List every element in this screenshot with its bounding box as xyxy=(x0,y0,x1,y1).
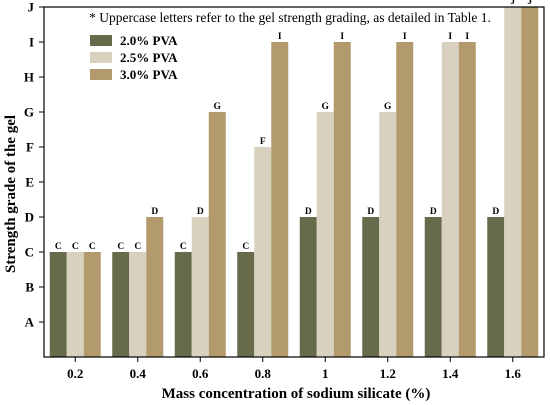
bar xyxy=(487,217,505,357)
legend-swatch xyxy=(90,35,112,46)
x-tick-label: 0.2 xyxy=(67,366,83,381)
y-tick-label: F xyxy=(26,140,34,155)
y-axis-title: Strength grade of the gel xyxy=(3,115,19,273)
legend-swatch xyxy=(90,52,112,63)
chart-annotation: * Uppercase letters refer to the gel str… xyxy=(89,10,491,25)
x-tick-label: 0.6 xyxy=(192,366,209,381)
y-tick-label: B xyxy=(25,280,34,295)
bar xyxy=(208,112,226,357)
x-tick-label: 1 xyxy=(322,366,329,381)
bar xyxy=(521,7,539,357)
bar xyxy=(254,147,272,357)
bar xyxy=(379,112,397,357)
plot-frame xyxy=(43,6,545,358)
y-tick-label: E xyxy=(25,175,34,190)
bar xyxy=(299,217,317,357)
x-axis-title: Mass concentration of sodium silicate (%… xyxy=(162,386,431,402)
bar xyxy=(146,217,164,357)
bar-value-label: C xyxy=(180,242,187,252)
bar-value-label: D xyxy=(305,207,312,217)
x-tick-label: 1.6 xyxy=(505,366,522,381)
bar-value-label: I xyxy=(448,32,452,42)
bar-value-label: C xyxy=(117,242,124,252)
y-tick-label: C xyxy=(25,245,34,260)
x-tick-label: 0.8 xyxy=(255,366,272,381)
y-tick-label: D xyxy=(25,210,34,225)
y-tick-label: J xyxy=(28,0,35,15)
bar-value-label: C xyxy=(134,242,141,252)
bar xyxy=(333,42,351,357)
bar-value-label: I xyxy=(278,32,282,42)
x-tick-label: 1.4 xyxy=(442,366,459,381)
bar-value-label: J xyxy=(510,0,515,7)
bar-value-label: D xyxy=(151,207,158,217)
bar xyxy=(49,252,67,357)
legend-label: 2.5% PVA xyxy=(120,50,178,65)
bar xyxy=(441,42,459,357)
legend: 2.0% PVA 2.5% PVA 3.0% PVA xyxy=(90,33,178,82)
bar xyxy=(112,252,130,357)
legend-label: 3.0% PVA xyxy=(120,67,178,82)
bar xyxy=(271,42,289,357)
bar-value-label: I xyxy=(340,32,344,42)
legend-swatch xyxy=(90,69,112,80)
bar-value-label: D xyxy=(197,207,204,217)
bar-value-label: D xyxy=(430,207,437,217)
bar xyxy=(424,217,442,357)
y-tick-label: G xyxy=(24,105,34,120)
bar-value-label: G xyxy=(322,102,330,112)
bar xyxy=(396,42,414,357)
bar xyxy=(458,42,476,357)
x-tick-label: 1.2 xyxy=(380,366,396,381)
bar-value-label: C xyxy=(55,242,62,252)
bar xyxy=(237,252,255,357)
bar xyxy=(316,112,334,357)
bar-value-label: G xyxy=(214,102,222,112)
y-tick-label: H xyxy=(24,70,34,85)
bar-value-label: D xyxy=(492,207,499,217)
bar-value-label: C xyxy=(89,242,96,252)
bar xyxy=(83,252,101,357)
bar xyxy=(191,217,209,357)
bar xyxy=(504,7,522,357)
axes-layer: 0.2 0.4 0.6 0.8 1 1.2 1.4 1.6 A B C D E F G H I J xyxy=(24,0,545,381)
bar xyxy=(362,217,380,357)
bar-value-label: I xyxy=(403,32,407,42)
bar-value-label: C xyxy=(72,242,79,252)
x-tick-label: 0.4 xyxy=(130,366,147,381)
bar-value-label: I xyxy=(465,32,469,42)
bar-value-label: F xyxy=(260,137,266,147)
bar-value-label: J xyxy=(527,0,532,7)
bar-value-label: G xyxy=(384,102,392,112)
bar xyxy=(129,252,147,357)
bar xyxy=(174,252,192,357)
y-tick-label: I xyxy=(29,35,34,50)
bar-value-label: C xyxy=(242,242,249,252)
legend-label: 2.0% PVA xyxy=(120,33,178,48)
bar-value-label: D xyxy=(367,207,374,217)
bar xyxy=(66,252,84,357)
y-tick-label: A xyxy=(25,315,35,330)
